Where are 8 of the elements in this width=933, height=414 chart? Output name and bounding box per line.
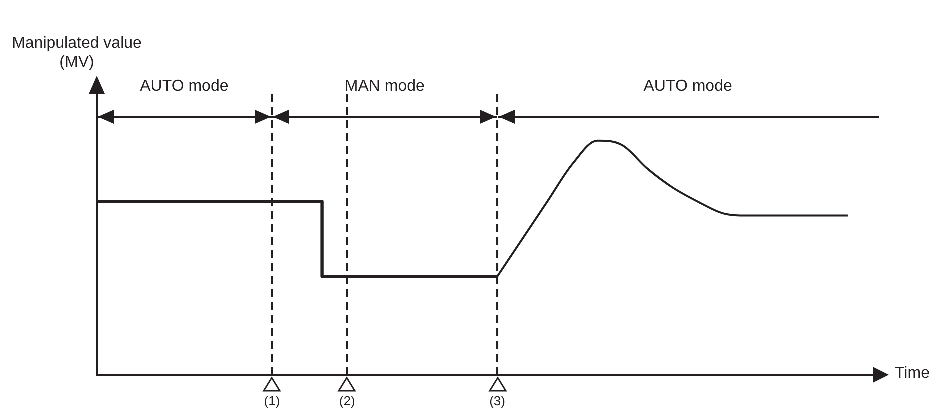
x-axis-title: Time	[895, 365, 930, 383]
x-tick-label: (2)	[339, 393, 356, 408]
x-tick-label: (3)	[490, 393, 506, 408]
text: AUTO mode	[644, 78, 732, 96]
y-axis-title: Manipulated value (MV)	[11, 34, 143, 72]
text: AUTO mode	[140, 78, 229, 96]
x-tick-label: (1)	[264, 393, 280, 408]
text: MAN mode	[344, 78, 425, 96]
